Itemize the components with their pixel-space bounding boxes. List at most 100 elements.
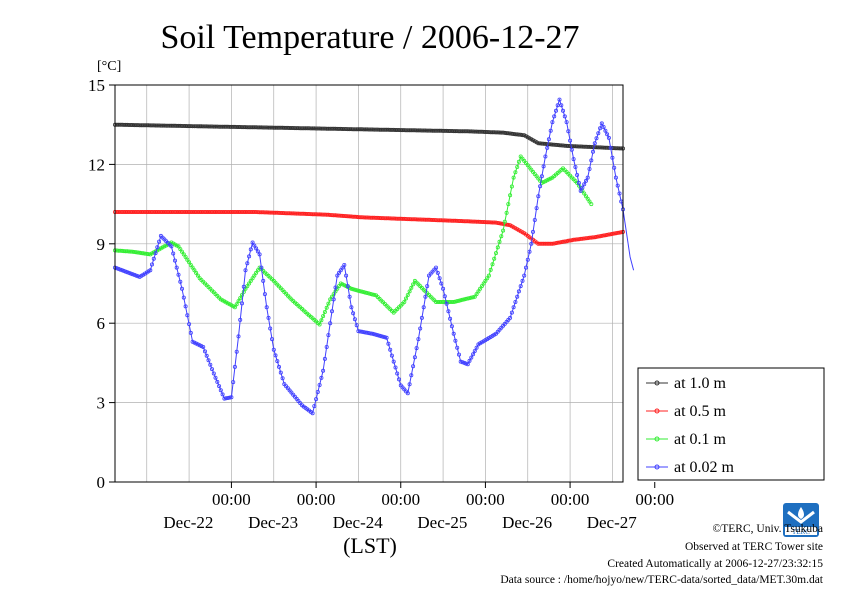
data-point: [245, 284, 250, 289]
data-point: [141, 251, 146, 256]
data-point: [557, 97, 562, 102]
data-point: [613, 146, 618, 151]
data-point: [257, 252, 262, 257]
created-text: Created Automatically at 2006-12-27/23:3…: [607, 558, 823, 570]
data-point: [603, 128, 608, 133]
x-tick-date-label: Dec-27: [587, 513, 638, 532]
data-point: [239, 301, 244, 306]
data-point: [234, 349, 239, 354]
data-point: [458, 218, 463, 223]
data-point: [366, 331, 371, 336]
data-point: [377, 333, 382, 338]
data-point: [257, 125, 262, 130]
data-point: [310, 411, 315, 416]
data-point: [375, 333, 380, 338]
data-point: [273, 353, 278, 358]
data-point: [462, 297, 467, 302]
data-point: [409, 285, 414, 290]
data-point: [421, 305, 426, 310]
data-point: [402, 299, 407, 304]
data-point: [568, 238, 573, 243]
data-point: [575, 172, 580, 177]
x-tick-date-label: Dec-22: [163, 513, 213, 532]
data-point: [428, 128, 433, 133]
data-point: [525, 257, 530, 262]
legend-swatch-marker: [654, 380, 660, 386]
data-point: [442, 128, 447, 133]
data-point: [317, 322, 322, 327]
data-point: [469, 355, 474, 360]
data-point: [550, 142, 555, 147]
data-point: [518, 284, 523, 289]
data-point: [217, 384, 222, 389]
data-point: [589, 202, 594, 207]
data-point: [321, 314, 326, 319]
data-point: [504, 210, 509, 215]
data-point: [433, 265, 438, 270]
chart-title: Soil Temperature / 2006-12-27: [160, 19, 579, 56]
data-point: [569, 147, 574, 152]
data-point: [359, 289, 364, 294]
data-point: [255, 268, 260, 273]
data-point: [478, 286, 483, 291]
data-point: [340, 265, 345, 270]
data-point: [428, 217, 433, 222]
data-point: [243, 268, 248, 273]
data-point: [580, 144, 585, 149]
data-point: [187, 322, 192, 327]
data-point: [347, 294, 352, 299]
data-point: [306, 211, 311, 216]
data-point: [153, 251, 158, 256]
data-point: [433, 128, 438, 133]
data-point: [252, 273, 257, 278]
data-point: [562, 114, 567, 119]
data-point: [238, 317, 243, 322]
data-point: [453, 218, 458, 223]
data-point: [171, 251, 176, 256]
data-point: [536, 141, 541, 146]
x-tick-time-label: 00:00: [551, 490, 590, 509]
x-tick-date-label: Dec-23: [248, 513, 298, 532]
data-point: [141, 209, 146, 214]
data-point: [455, 299, 460, 304]
data-point: [319, 375, 324, 380]
data-point: [416, 337, 421, 342]
data-point: [296, 126, 301, 131]
data-point: [220, 392, 225, 397]
data-point: [455, 345, 460, 350]
data-point: [573, 164, 578, 169]
data-point: [613, 175, 618, 180]
data-point: [562, 239, 567, 244]
data-point: [266, 315, 271, 320]
data-point: [453, 338, 458, 343]
data-point: [351, 214, 356, 219]
data-point: [239, 292, 244, 297]
data-point: [582, 182, 587, 187]
y-axis-unit-label: [°C]: [97, 59, 121, 74]
data-point: [437, 276, 442, 281]
data-point: [548, 128, 553, 133]
data-point: [262, 292, 267, 297]
data-point: [389, 127, 394, 132]
x-tick-time-label: 00:00: [297, 490, 336, 509]
data-point: [225, 395, 230, 400]
data-point: [187, 260, 192, 265]
data-point: [340, 213, 345, 218]
data-point: [365, 290, 370, 295]
data-point: [315, 389, 320, 394]
data-point: [356, 288, 361, 293]
data-point: [331, 213, 336, 218]
data-point: [506, 222, 511, 227]
data-point: [545, 145, 550, 150]
x-tick-time-label: 00:00: [212, 490, 251, 509]
data-point: [522, 273, 527, 278]
data-point: [160, 123, 165, 128]
data-point: [610, 155, 615, 160]
data-point: [349, 305, 354, 310]
data-point: [379, 127, 384, 132]
data-point: [471, 295, 476, 300]
data-point: [195, 273, 200, 278]
data-point: [610, 231, 615, 236]
data-point: [202, 349, 207, 354]
data-point: [412, 355, 417, 360]
